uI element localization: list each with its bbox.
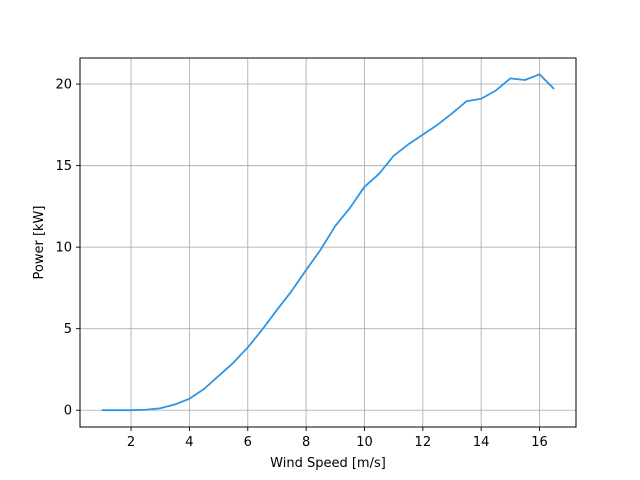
x-tick-label: 2 [127, 435, 135, 450]
x-tick-label: 10 [356, 435, 373, 450]
y-axis-label: Power [kW] [32, 206, 47, 280]
x-axis-label: Wind Speed [m/s] [270, 456, 386, 471]
x-tick-label: 16 [531, 435, 548, 450]
y-tick-label: 20 [55, 78, 72, 93]
ticks: 2 4 6 8 10 12 14 16 0 5 10 15 20 [55, 78, 547, 450]
x-tick-label: 14 [473, 435, 490, 450]
x-tick-label: 4 [185, 435, 193, 450]
power-curve-line [101, 73, 555, 412]
series-layer [101, 73, 555, 412]
x-tick-label: 6 [244, 435, 252, 450]
plot-frame [79, 57, 577, 428]
x-tick-label: 8 [302, 435, 310, 450]
y-tick-label: 5 [64, 322, 72, 337]
y-tick-label: 0 [64, 404, 72, 419]
y-tick-label: 15 [55, 159, 72, 174]
x-tick-label: 12 [415, 435, 432, 450]
grid [80, 58, 576, 427]
y-tick-label: 10 [55, 241, 72, 256]
